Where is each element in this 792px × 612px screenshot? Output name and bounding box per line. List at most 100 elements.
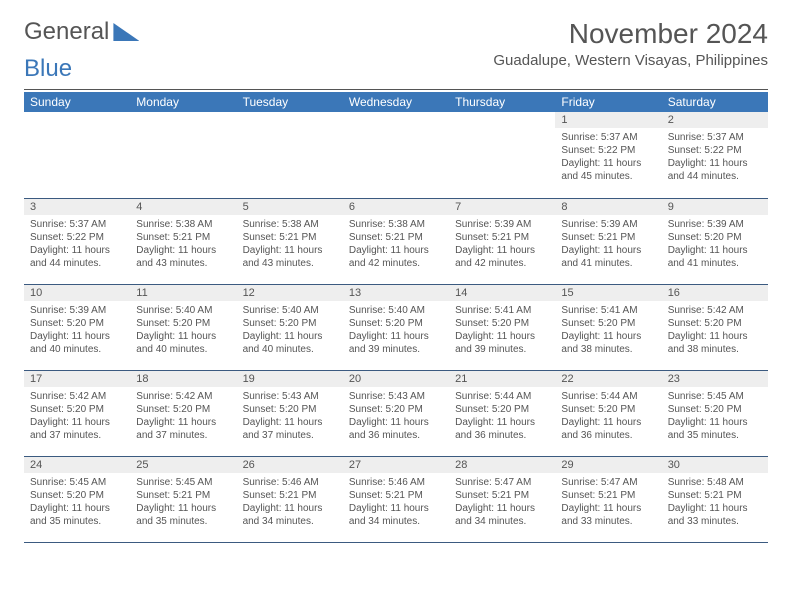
day-detail: Sunrise: 5:37 AMSunset: 5:22 PMDaylight:… bbox=[24, 215, 130, 273]
weekday-header: Friday bbox=[555, 92, 661, 112]
calendar-day-cell bbox=[237, 112, 343, 198]
calendar-day-cell: 22Sunrise: 5:44 AMSunset: 5:20 PMDayligh… bbox=[555, 370, 661, 456]
calendar-day-cell bbox=[343, 112, 449, 198]
calendar-header-row: SundayMondayTuesdayWednesdayThursdayFrid… bbox=[24, 92, 768, 112]
day-detail: Sunrise: 5:38 AMSunset: 5:21 PMDaylight:… bbox=[343, 215, 449, 273]
day-detail: Sunrise: 5:40 AMSunset: 5:20 PMDaylight:… bbox=[343, 301, 449, 359]
day-detail: Sunrise: 5:37 AMSunset: 5:22 PMDaylight:… bbox=[555, 128, 661, 186]
calendar-day-cell: 16Sunrise: 5:42 AMSunset: 5:20 PMDayligh… bbox=[662, 284, 768, 370]
day-number: 8 bbox=[555, 199, 661, 215]
calendar-day-cell: 19Sunrise: 5:43 AMSunset: 5:20 PMDayligh… bbox=[237, 370, 343, 456]
calendar-day-cell bbox=[24, 112, 130, 198]
calendar-day-cell: 14Sunrise: 5:41 AMSunset: 5:20 PMDayligh… bbox=[449, 284, 555, 370]
calendar-day-cell: 1Sunrise: 5:37 AMSunset: 5:22 PMDaylight… bbox=[555, 112, 661, 198]
calendar-day-cell: 29Sunrise: 5:47 AMSunset: 5:21 PMDayligh… bbox=[555, 456, 661, 542]
calendar-day-cell bbox=[449, 112, 555, 198]
calendar-body: 1Sunrise: 5:37 AMSunset: 5:22 PMDaylight… bbox=[24, 112, 768, 542]
day-detail: Sunrise: 5:37 AMSunset: 5:22 PMDaylight:… bbox=[662, 128, 768, 186]
logo-mark-icon bbox=[113, 23, 139, 41]
day-detail: Sunrise: 5:38 AMSunset: 5:21 PMDaylight:… bbox=[130, 215, 236, 273]
day-number: 9 bbox=[662, 199, 768, 215]
calendar-day-cell: 3Sunrise: 5:37 AMSunset: 5:22 PMDaylight… bbox=[24, 198, 130, 284]
day-detail: Sunrise: 5:42 AMSunset: 5:20 PMDaylight:… bbox=[662, 301, 768, 359]
day-detail: Sunrise: 5:39 AMSunset: 5:21 PMDaylight:… bbox=[555, 215, 661, 273]
calendar-day-cell: 4Sunrise: 5:38 AMSunset: 5:21 PMDaylight… bbox=[130, 198, 236, 284]
day-number: 27 bbox=[343, 457, 449, 473]
day-detail: Sunrise: 5:44 AMSunset: 5:20 PMDaylight:… bbox=[449, 387, 555, 445]
month-title: November 2024 bbox=[493, 18, 768, 50]
day-number: 6 bbox=[343, 199, 449, 215]
day-number: 26 bbox=[237, 457, 343, 473]
day-number: 25 bbox=[130, 457, 236, 473]
title-block: November 2024 Guadalupe, Western Visayas… bbox=[493, 18, 768, 69]
day-number: 29 bbox=[555, 457, 661, 473]
day-number: 21 bbox=[449, 371, 555, 387]
header-rule bbox=[24, 89, 768, 90]
day-number: 13 bbox=[343, 285, 449, 301]
calendar-day-cell: 23Sunrise: 5:45 AMSunset: 5:20 PMDayligh… bbox=[662, 370, 768, 456]
day-number: 24 bbox=[24, 457, 130, 473]
day-detail: Sunrise: 5:43 AMSunset: 5:20 PMDaylight:… bbox=[343, 387, 449, 445]
day-number: 18 bbox=[130, 371, 236, 387]
calendar-day-cell: 18Sunrise: 5:42 AMSunset: 5:20 PMDayligh… bbox=[130, 370, 236, 456]
calendar-day-cell: 7Sunrise: 5:39 AMSunset: 5:21 PMDaylight… bbox=[449, 198, 555, 284]
calendar-day-cell: 8Sunrise: 5:39 AMSunset: 5:21 PMDaylight… bbox=[555, 198, 661, 284]
calendar-week-row: 17Sunrise: 5:42 AMSunset: 5:20 PMDayligh… bbox=[24, 370, 768, 456]
day-detail: Sunrise: 5:45 AMSunset: 5:20 PMDaylight:… bbox=[662, 387, 768, 445]
calendar-day-cell: 26Sunrise: 5:46 AMSunset: 5:21 PMDayligh… bbox=[237, 456, 343, 542]
day-number: 17 bbox=[24, 371, 130, 387]
weekday-header: Saturday bbox=[662, 92, 768, 112]
day-detail: Sunrise: 5:44 AMSunset: 5:20 PMDaylight:… bbox=[555, 387, 661, 445]
day-number: 16 bbox=[662, 285, 768, 301]
day-number: 5 bbox=[237, 199, 343, 215]
day-number: 19 bbox=[237, 371, 343, 387]
day-number: 20 bbox=[343, 371, 449, 387]
weekday-header: Sunday bbox=[24, 92, 130, 112]
day-number: 30 bbox=[662, 457, 768, 473]
calendar-day-cell: 25Sunrise: 5:45 AMSunset: 5:21 PMDayligh… bbox=[130, 456, 236, 542]
day-number: 14 bbox=[449, 285, 555, 301]
day-detail: Sunrise: 5:46 AMSunset: 5:21 PMDaylight:… bbox=[343, 473, 449, 531]
calendar-day-cell: 27Sunrise: 5:46 AMSunset: 5:21 PMDayligh… bbox=[343, 456, 449, 542]
day-detail: Sunrise: 5:41 AMSunset: 5:20 PMDaylight:… bbox=[555, 301, 661, 359]
day-number: 22 bbox=[555, 371, 661, 387]
logo-word2: Blue bbox=[24, 55, 72, 83]
day-number: 1 bbox=[555, 112, 661, 128]
calendar-day-cell bbox=[130, 112, 236, 198]
day-number: 4 bbox=[130, 199, 236, 215]
calendar-day-cell: 13Sunrise: 5:40 AMSunset: 5:20 PMDayligh… bbox=[343, 284, 449, 370]
day-detail: Sunrise: 5:39 AMSunset: 5:21 PMDaylight:… bbox=[449, 215, 555, 273]
calendar-day-cell: 2Sunrise: 5:37 AMSunset: 5:22 PMDaylight… bbox=[662, 112, 768, 198]
calendar-week-row: 1Sunrise: 5:37 AMSunset: 5:22 PMDaylight… bbox=[24, 112, 768, 198]
day-detail: Sunrise: 5:42 AMSunset: 5:20 PMDaylight:… bbox=[24, 387, 130, 445]
day-number: 23 bbox=[662, 371, 768, 387]
calendar-day-cell: 11Sunrise: 5:40 AMSunset: 5:20 PMDayligh… bbox=[130, 284, 236, 370]
logo: General bbox=[24, 18, 139, 46]
day-number: 7 bbox=[449, 199, 555, 215]
calendar-week-row: 10Sunrise: 5:39 AMSunset: 5:20 PMDayligh… bbox=[24, 284, 768, 370]
calendar-week-row: 3Sunrise: 5:37 AMSunset: 5:22 PMDaylight… bbox=[24, 198, 768, 284]
day-detail: Sunrise: 5:45 AMSunset: 5:21 PMDaylight:… bbox=[130, 473, 236, 531]
logo-word1: General bbox=[24, 18, 109, 46]
day-number: 3 bbox=[24, 199, 130, 215]
calendar-day-cell: 30Sunrise: 5:48 AMSunset: 5:21 PMDayligh… bbox=[662, 456, 768, 542]
day-detail: Sunrise: 5:46 AMSunset: 5:21 PMDaylight:… bbox=[237, 473, 343, 531]
day-number: 10 bbox=[24, 285, 130, 301]
day-detail: Sunrise: 5:40 AMSunset: 5:20 PMDaylight:… bbox=[237, 301, 343, 359]
calendar-table: SundayMondayTuesdayWednesdayThursdayFrid… bbox=[24, 92, 768, 543]
calendar-day-cell: 24Sunrise: 5:45 AMSunset: 5:20 PMDayligh… bbox=[24, 456, 130, 542]
calendar-day-cell: 9Sunrise: 5:39 AMSunset: 5:20 PMDaylight… bbox=[662, 198, 768, 284]
day-detail: Sunrise: 5:38 AMSunset: 5:21 PMDaylight:… bbox=[237, 215, 343, 273]
calendar-page: General November 2024 Guadalupe, Western… bbox=[0, 0, 792, 561]
day-detail: Sunrise: 5:47 AMSunset: 5:21 PMDaylight:… bbox=[555, 473, 661, 531]
day-detail: Sunrise: 5:48 AMSunset: 5:21 PMDaylight:… bbox=[662, 473, 768, 531]
day-number: 2 bbox=[662, 112, 768, 128]
day-detail: Sunrise: 5:41 AMSunset: 5:20 PMDaylight:… bbox=[449, 301, 555, 359]
weekday-header: Monday bbox=[130, 92, 236, 112]
calendar-week-row: 24Sunrise: 5:45 AMSunset: 5:20 PMDayligh… bbox=[24, 456, 768, 542]
day-detail: Sunrise: 5:40 AMSunset: 5:20 PMDaylight:… bbox=[130, 301, 236, 359]
day-detail: Sunrise: 5:43 AMSunset: 5:20 PMDaylight:… bbox=[237, 387, 343, 445]
calendar-day-cell: 20Sunrise: 5:43 AMSunset: 5:20 PMDayligh… bbox=[343, 370, 449, 456]
calendar-day-cell: 15Sunrise: 5:41 AMSunset: 5:20 PMDayligh… bbox=[555, 284, 661, 370]
calendar-day-cell: 6Sunrise: 5:38 AMSunset: 5:21 PMDaylight… bbox=[343, 198, 449, 284]
